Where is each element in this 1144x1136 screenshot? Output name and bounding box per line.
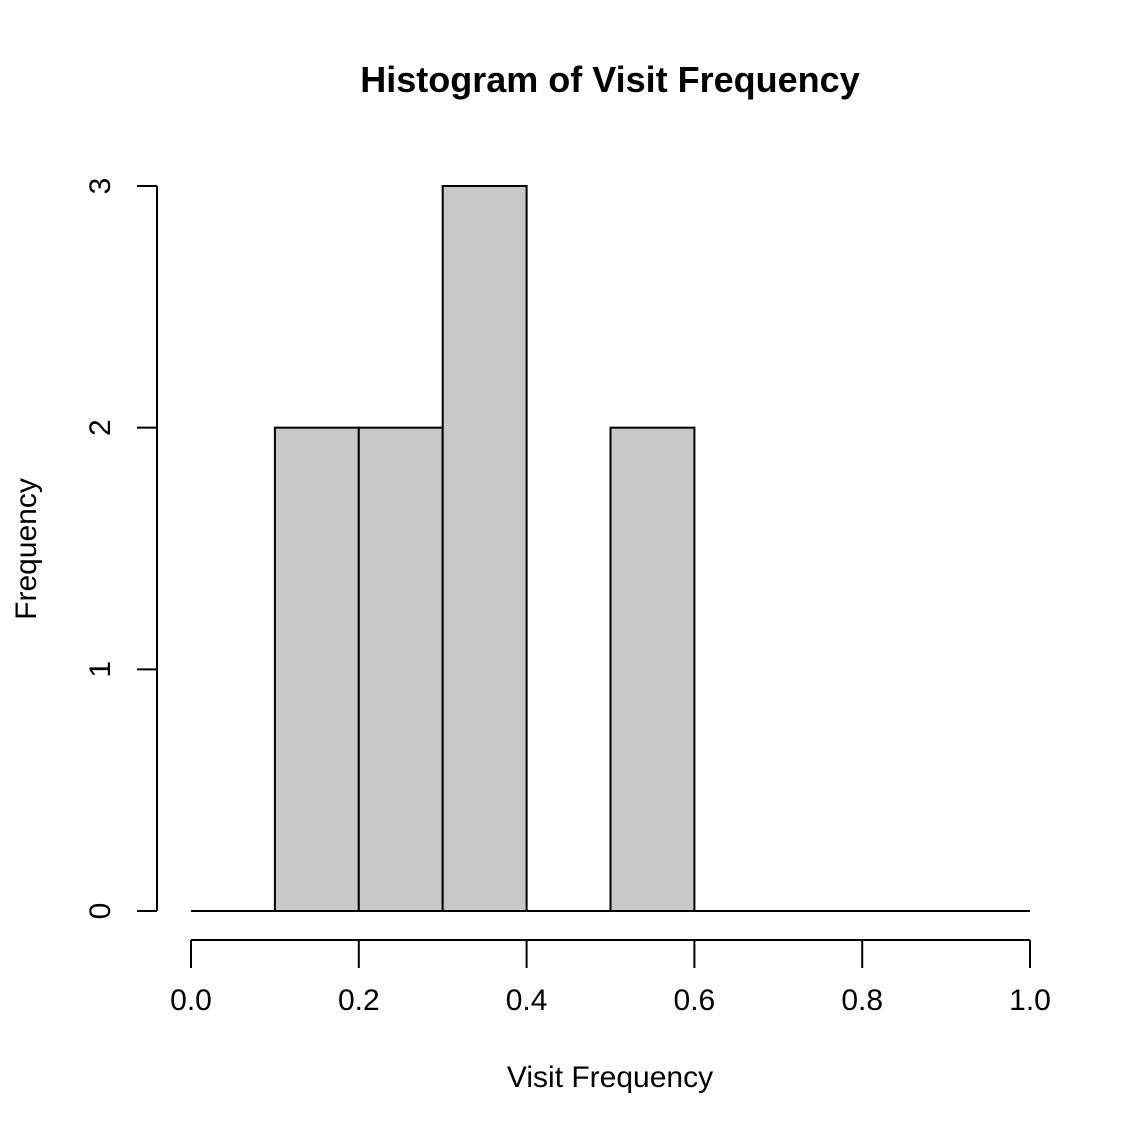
chart-title: Histogram of Visit Frequency: [360, 59, 859, 100]
x-tick-label: 0.8: [841, 984, 883, 1017]
x-tick-label: 0.0: [170, 984, 212, 1017]
y-tick-label: 2: [84, 419, 117, 436]
bars-group: [191, 185, 1030, 912]
histogram-bar: [357, 426, 444, 912]
x-axis: 0.0 0.2 0.4 0.6 0.8 1.0: [170, 939, 1051, 1017]
histogram-bar: [441, 185, 528, 912]
x-axis-title: Visit Frequency: [507, 1061, 713, 1094]
y-tick-label: 3: [84, 178, 117, 195]
x-tick-label: 0.4: [506, 984, 548, 1017]
y-tick-label: 0: [84, 903, 117, 920]
x-tick-label: 0.6: [674, 984, 716, 1017]
x-tick-label: 1.0: [1009, 984, 1051, 1017]
y-tick-label: 1: [84, 661, 117, 678]
x-tick-label: 0.2: [338, 984, 380, 1017]
histogram-bar: [273, 426, 360, 912]
y-axis-title: Frequency: [10, 478, 43, 620]
histogram-bar: [609, 426, 696, 912]
y-axis: 0 1 2 3: [84, 178, 158, 920]
